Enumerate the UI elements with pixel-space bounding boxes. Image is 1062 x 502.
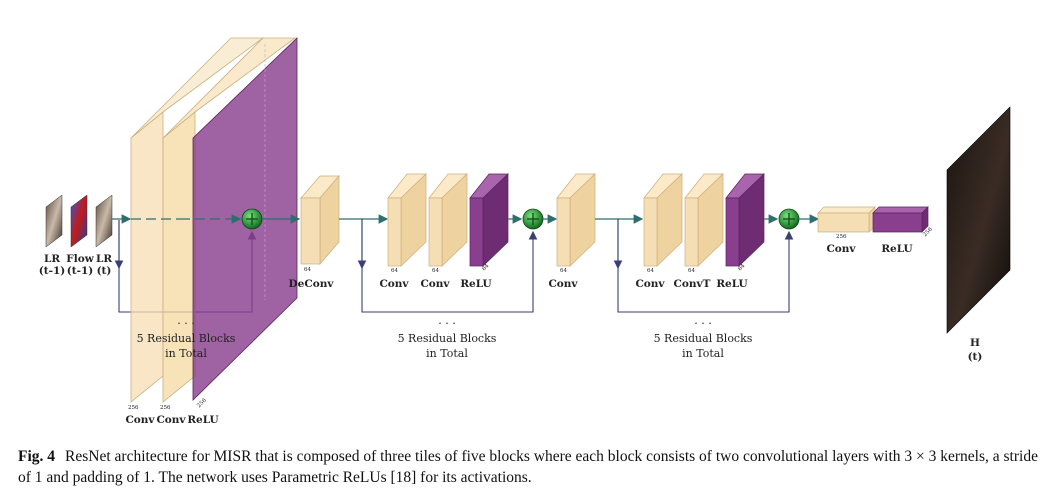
- tile-1-note-line2: in Total: [165, 347, 207, 360]
- tile-3-conv: [643, 197, 658, 267]
- input-label-2-line1: LR: [96, 253, 112, 265]
- final-relu-label: ReLU: [881, 243, 912, 255]
- final-relu-layer: [872, 212, 923, 233]
- output-label-line2: (t): [968, 351, 983, 363]
- tile-1-label-conv-2: Conv: [156, 414, 186, 426]
- final-conv-dim: 256: [836, 234, 847, 240]
- tile-1-dim-3: 256: [196, 397, 208, 409]
- tile-1-dim-2: 256: [160, 405, 171, 411]
- deconv-block: 64 DeConv: [289, 175, 340, 290]
- final-block: 256 256 Conv ReLU: [817, 206, 934, 255]
- tile-1-dim-1: 256: [128, 405, 139, 411]
- tile-2-dim-2: 64: [432, 268, 439, 274]
- final-conv-layer: [817, 212, 870, 233]
- tile-2-conv-2: [428, 197, 443, 267]
- input-image-lr-t: [95, 194, 113, 248]
- mid-conv-dim: 64: [560, 268, 567, 274]
- tile-3-dim-2: 64: [688, 268, 695, 274]
- output-image-group: H (t): [946, 106, 1011, 363]
- tile-3-label-relu: ReLU: [716, 278, 747, 290]
- tile-3-dim-1: 64: [647, 268, 654, 274]
- tile-1-label-conv-1: Conv: [125, 414, 155, 426]
- input-images: [45, 194, 113, 248]
- tile-1-note-line1: 5 Residual Blocks: [137, 332, 236, 345]
- input-label-1-line1: Flow: [66, 253, 94, 265]
- output-label-line1: H: [970, 337, 980, 349]
- output-image: [946, 106, 1011, 334]
- tile-2-label-relu: ReLU: [460, 278, 491, 290]
- tile-2: 64 64 64 Conv Conv ReLU . . . 5 Residual…: [357, 173, 558, 360]
- input-label-0-line2: (t-1): [39, 265, 65, 277]
- tile-3-label-convt: ConvT: [674, 278, 711, 290]
- input-image-lr-t-minus-1: [45, 194, 63, 248]
- input-labels: LR (t-1) Flow (t-1) LR (t): [39, 253, 113, 277]
- input-label-0-line1: LR: [44, 253, 60, 265]
- tile-2-note-line1: 5 Residual Blocks: [398, 332, 497, 345]
- tile-2-label-conv-1: Conv: [379, 278, 409, 290]
- conv-slab-1: [130, 111, 164, 403]
- tile-2-note-line2: in Total: [426, 347, 468, 360]
- mid-conv-block: 64 Conv: [548, 173, 596, 290]
- tile-1-ellipsis: . . .: [177, 314, 194, 327]
- tile-3-dim-3: 64: [737, 263, 747, 273]
- tile-2-ellipsis: . . .: [438, 314, 455, 327]
- tile-2-dim-1: 64: [391, 268, 398, 274]
- mid-conv-layer: [556, 197, 571, 267]
- input-label-2-line2: (t): [97, 265, 112, 277]
- tile-2-relu: [469, 197, 484, 267]
- mid-conv-label: Conv: [548, 278, 578, 290]
- tile-3-label-conv: Conv: [635, 278, 665, 290]
- tile-3-relu: [725, 197, 740, 267]
- final-conv-label: Conv: [826, 243, 856, 255]
- tile-2-label-conv-2: Conv: [420, 278, 450, 290]
- tile-3-convt: [684, 197, 699, 267]
- tile-3-note-line1: 5 Residual Blocks: [654, 332, 753, 345]
- figure-caption: Fig. 4 ResNet architecture for MISR that …: [18, 446, 1048, 488]
- caption-text: ResNet architecture for MISR that is com…: [18, 448, 1038, 486]
- deconv-label: DeConv: [289, 278, 335, 290]
- input-label-1-line2: (t-1): [67, 265, 93, 277]
- tile-2-conv-1: [387, 197, 402, 267]
- tile-3: 64 64 64 Conv ConvT ReLU . . . 5 Residua…: [613, 173, 820, 360]
- tile-3-note-line2: in Total: [682, 347, 724, 360]
- tile-3-ellipsis: . . .: [694, 314, 711, 327]
- tile-1-label-relu: ReLU: [187, 414, 218, 426]
- tile-2-dim-3: 64: [481, 263, 491, 273]
- caption-label: Fig. 4: [18, 448, 56, 465]
- resnet-architecture-diagram: LR (t-1) Flow (t-1) LR (t) . . . 5 Resid…: [39, 37, 1011, 426]
- tile-1: . . . 5 Residual Blocks in Total 256 256…: [112, 37, 301, 426]
- deconv-layer: [300, 197, 321, 265]
- deconv-dim: 64: [304, 267, 311, 273]
- input-image-flow-t-minus-1: [70, 194, 88, 248]
